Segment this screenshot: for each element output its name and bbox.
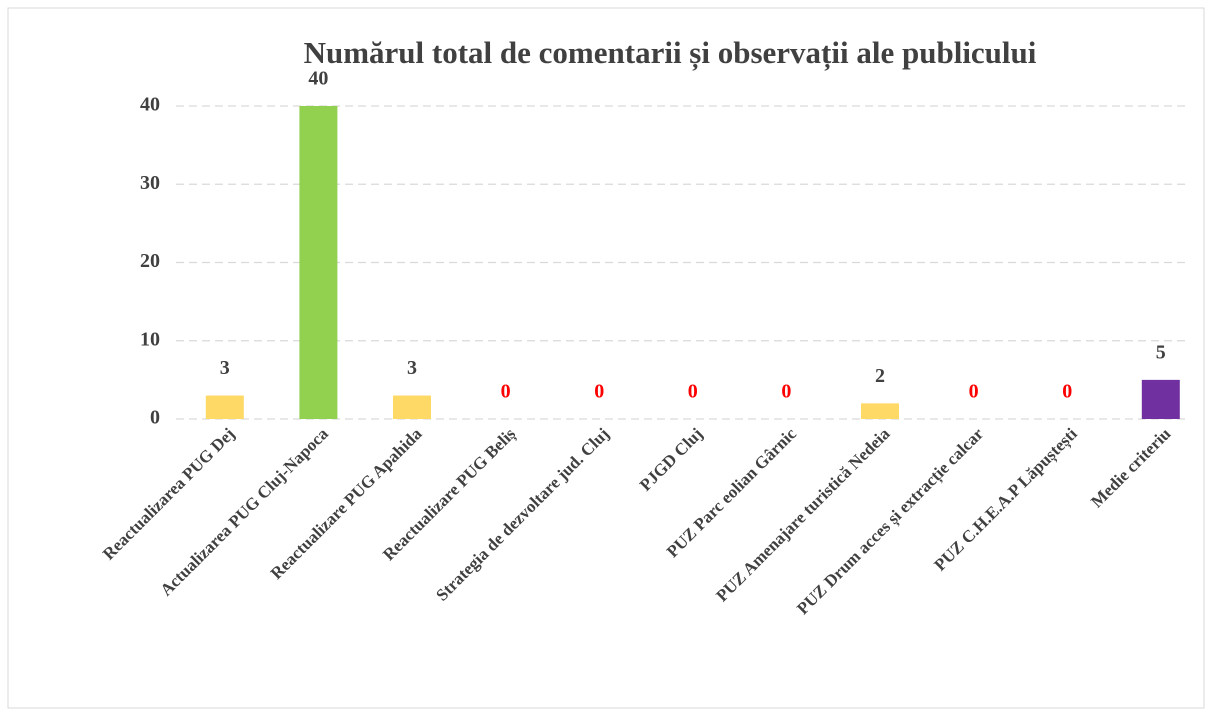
data-label: 40 [308, 68, 328, 90]
chart-title: Numărul total de comentarii și observați… [304, 35, 1037, 71]
data-label: 5 [1156, 341, 1166, 363]
data-label: 3 [407, 357, 417, 379]
data-label: 0 [1062, 381, 1072, 403]
bar [861, 403, 899, 419]
bar [393, 395, 431, 419]
y-tick-label: 30 [140, 172, 160, 194]
data-label: 0 [781, 381, 791, 403]
y-tick-label: 20 [140, 250, 160, 272]
chart-frame [7, 7, 1205, 709]
y-tick-label: 0 [150, 407, 160, 429]
y-tick-label: 10 [140, 328, 160, 350]
data-label: 0 [501, 381, 511, 403]
data-label: 0 [969, 381, 979, 403]
data-label: 3 [220, 357, 230, 379]
y-tick-label: 40 [140, 94, 160, 116]
data-label: 0 [594, 381, 604, 403]
data-label: 0 [688, 381, 698, 403]
bar [1141, 379, 1180, 419]
data-label: 2 [875, 365, 885, 387]
bar [299, 106, 338, 419]
bar [205, 395, 244, 419]
